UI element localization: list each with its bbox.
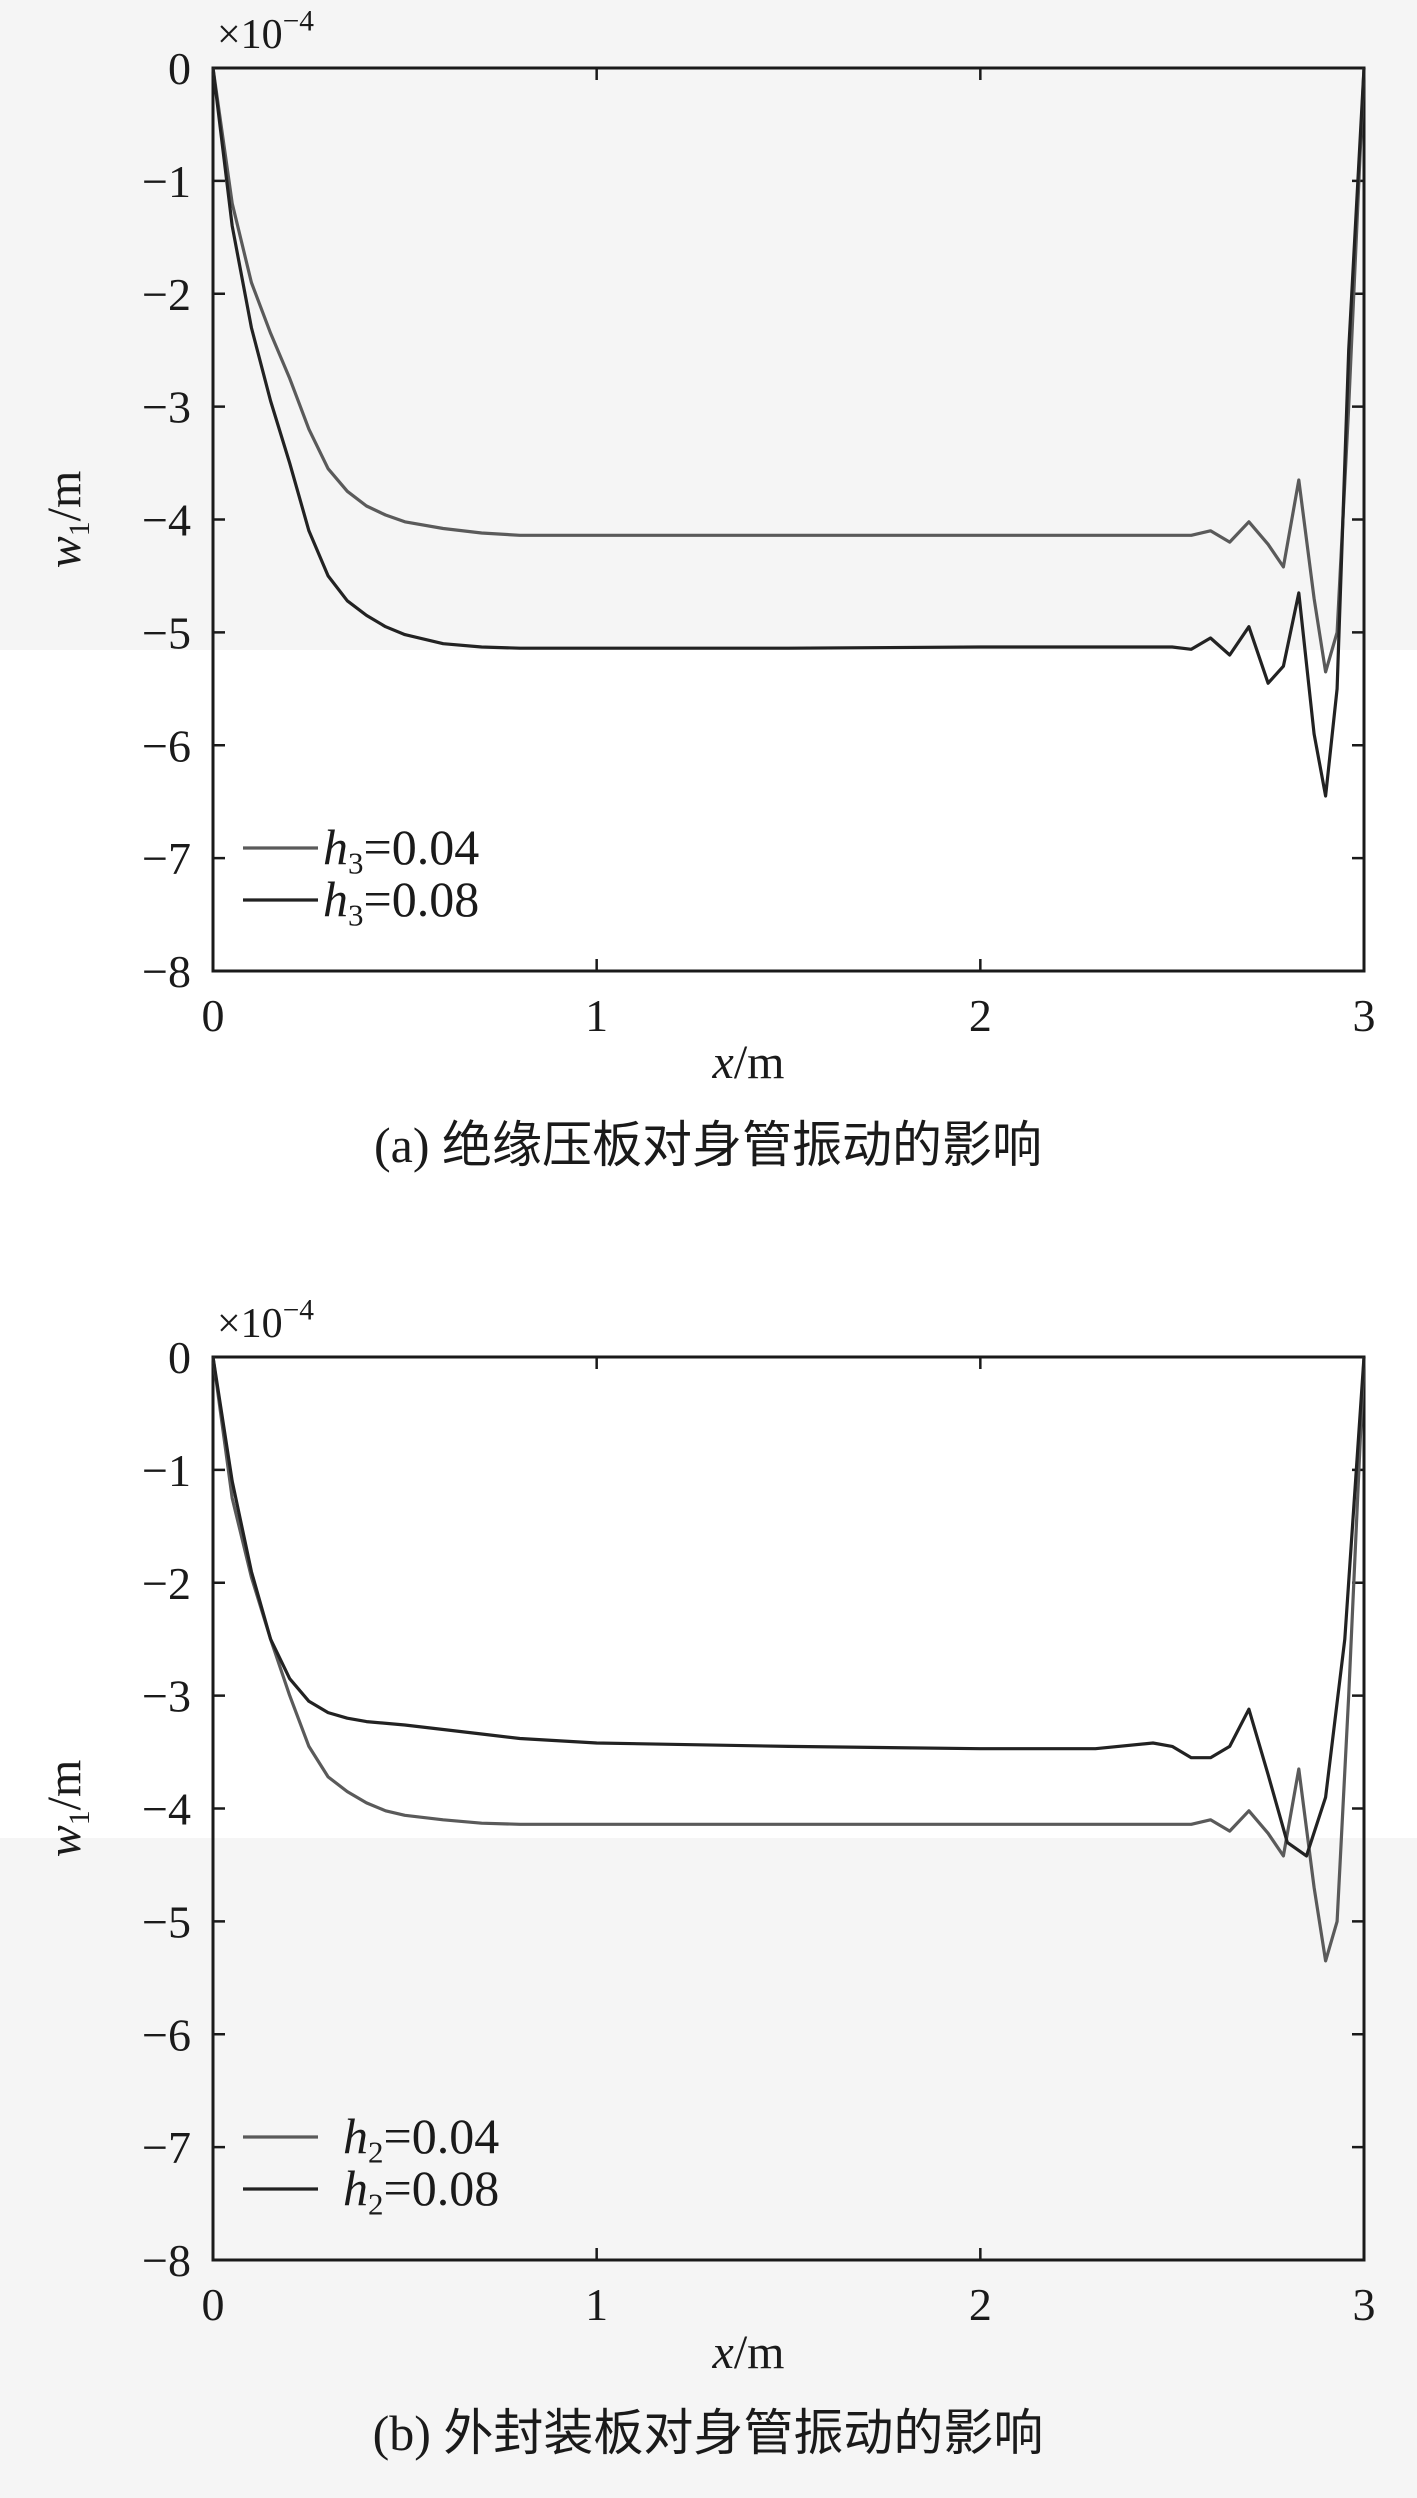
y-multiplier: ×10−4 — [217, 1294, 314, 1347]
y-tick-label: −6 — [142, 2009, 191, 2060]
y-tick-label: −6 — [142, 720, 191, 771]
series-line-2 — [211, 67, 1366, 798]
figure-caption: (a) 绝缘压板对身管振动的影响 — [374, 1117, 1042, 1173]
y-tick-label: −1 — [142, 156, 191, 207]
x-tick-label: 1 — [585, 2279, 608, 2330]
figure-caption: (b) 外封装板对身管振动的影响 — [373, 2405, 1044, 2461]
y-tick-label: −1 — [142, 1445, 191, 1496]
y-tick-label: −4 — [142, 495, 191, 546]
legend-label: h3=0.08 — [323, 871, 479, 933]
y-axis-label: w1/m — [38, 1760, 96, 1858]
x-tick-label: 2 — [969, 2279, 992, 2330]
series-line-1 — [211, 1356, 1366, 1963]
x-tick-label: 0 — [202, 2279, 225, 2330]
background-band-bottom — [0, 1838, 1417, 2498]
y-tick-label: −4 — [142, 1784, 191, 1835]
y-axis-label: w1/m — [38, 471, 96, 569]
y-multiplier: ×10−4 — [217, 5, 314, 58]
y-tick-label: 0 — [168, 1332, 191, 1383]
y-tick-label: −5 — [142, 607, 191, 658]
x-axis-label: x/m — [712, 2326, 785, 2379]
x-tick-label: 3 — [1353, 2279, 1376, 2330]
y-tick-label: −2 — [142, 269, 191, 320]
x-tick-label: 3 — [1353, 990, 1376, 1041]
legend-label: h3=0.04 — [323, 819, 479, 881]
series-line-2 — [211, 1356, 1366, 1858]
x-axis-label: x/m — [712, 1036, 785, 1089]
y-tick-label: −8 — [142, 2235, 191, 2286]
chart-panel-b: 0−1−2−3−4−5−6−7−80 1 2 3×10−4x/mw1/mh2=0.04… — [38, 1294, 1376, 2461]
legend-label: h2=0.08 — [343, 2160, 499, 2222]
y-tick-label: −7 — [142, 833, 191, 884]
x-tick-label: 2 — [969, 990, 992, 1041]
x-tick-label: 1 — [585, 990, 608, 1041]
x-tick-label: 0 — [202, 990, 225, 1041]
y-tick-label: −8 — [142, 946, 191, 997]
y-tick-label: −3 — [142, 1671, 191, 1722]
y-tick-label: 0 — [168, 43, 191, 94]
chart-panel-a: 0−1−2−3−4−5−6−7−80 1 2 3×10−4x/mw1/mh3=0.04… — [38, 5, 1376, 1173]
y-tick-label: −7 — [142, 2122, 191, 2173]
background-band-top — [0, 0, 1417, 650]
y-tick-label: −2 — [142, 1558, 191, 1609]
y-tick-label: −5 — [142, 1896, 191, 1947]
legend-label: h2=0.04 — [343, 2108, 499, 2170]
series-line-1 — [211, 67, 1366, 674]
y-tick-label: −3 — [142, 382, 191, 433]
